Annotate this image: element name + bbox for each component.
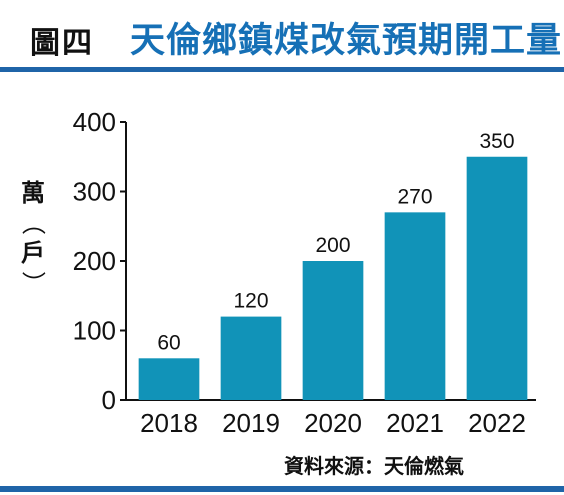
bar: [384, 212, 446, 400]
y-tick-label: 0: [102, 385, 116, 415]
figure-label: 圖四: [30, 26, 94, 61]
source-note: 資料來源：天倫燃氣: [284, 454, 464, 478]
bar-value-label: 120: [233, 290, 268, 313]
bar-value-label: 270: [397, 185, 432, 208]
chart-title: 天倫鄉鎮煤改氣預期開工量: [130, 21, 563, 61]
bar: [302, 261, 364, 400]
x-tick-label: 2021: [386, 408, 444, 438]
y-axis-unit: 萬: [21, 179, 45, 207]
y-axis-unit-sub: 戶: [21, 239, 45, 267]
y-tick-label: 300: [73, 177, 116, 207]
x-tick-label: 2020: [304, 408, 362, 438]
bar-value-label: 350: [479, 130, 514, 153]
bar: [220, 316, 282, 400]
footer-divider: [0, 486, 564, 492]
y-tick-labels: 0 100 200 300 400: [73, 107, 116, 415]
bar-value-label: 60: [157, 331, 180, 354]
y-tick-label: 400: [73, 107, 116, 137]
y-axis-label: 萬 （ 戶 ）: [18, 178, 48, 298]
bar-value-label: 200: [315, 234, 350, 257]
bar-value-labels: 60 120 200 270 350: [157, 130, 514, 355]
y-tick-label: 200: [73, 246, 116, 276]
x-tick-label: 2022: [468, 408, 526, 438]
bar: [138, 358, 200, 400]
header-divider: [0, 67, 564, 72]
bar: [466, 156, 528, 400]
x-tick-labels: 2018 2019 2020 2021 2022: [140, 408, 526, 438]
y-tick-label: 100: [73, 316, 116, 346]
x-tick-label: 2018: [140, 408, 198, 438]
bars: [138, 156, 528, 400]
y-axis-ticks: [120, 121, 126, 401]
chart-header: 圖四 天倫鄉鎮煤改氣預期開工量: [0, 0, 564, 66]
x-tick-label: 2019: [222, 408, 280, 438]
